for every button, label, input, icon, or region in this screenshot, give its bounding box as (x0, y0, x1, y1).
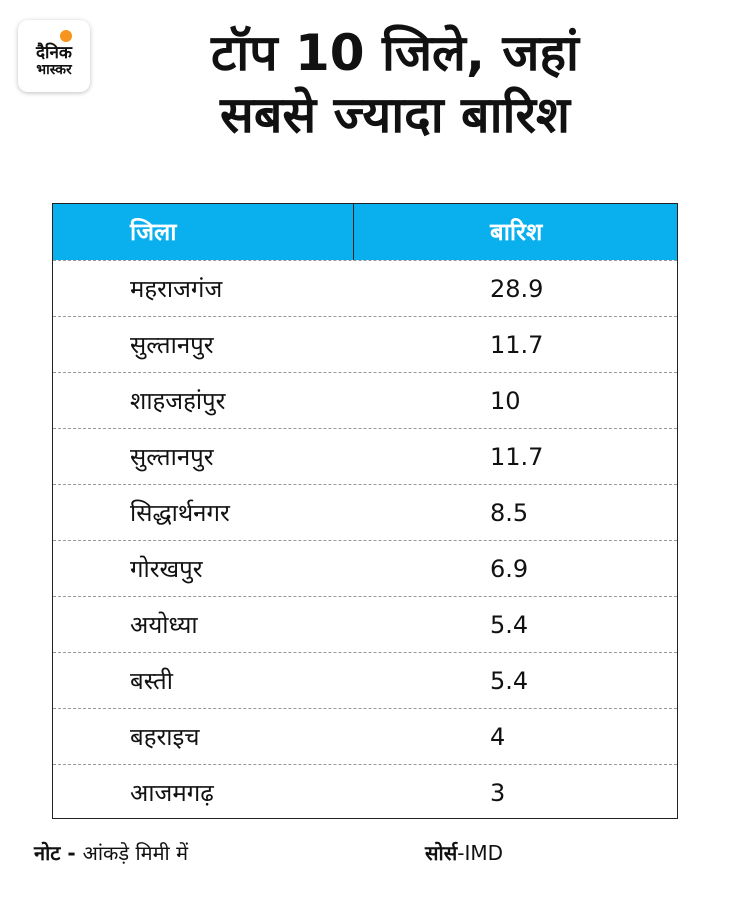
table-body: महराजगंज 28.9 सुल्तानपुर 11.7 शाहजहांपुर 10 सु… (53, 260, 677, 820)
page-title: टॉप 10 जिले, जहां सबसे ज्यादा बारिश (100, 22, 690, 146)
source-label: सोर्स (425, 841, 458, 865)
table-row: महराजगंज 28.9 (53, 260, 677, 316)
district-cell: गोरखपुर (130, 555, 203, 583)
header-district: जिला (53, 204, 354, 260)
rainfall-cell: 11.7 (490, 443, 544, 471)
rainfall-cell: 4 (490, 723, 506, 751)
dainik-bhaskar-logo: दैनिक भास्कर (18, 20, 90, 92)
footer-note: नोट - आंकड़े मिमी में (34, 838, 188, 868)
rainfall-cell: 6.9 (490, 555, 529, 583)
table-row: अयोध्या 5.4 (53, 596, 677, 652)
table-row: सिद्धार्थनगर 8.5 (53, 484, 677, 540)
district-cell: अयोध्या (130, 611, 198, 639)
rainfall-table: जिला बारिश महराजगंज 28.9 सुल्तानपुर 11.7 शाह… (52, 203, 678, 819)
table-row: शाहजहांपुर 10 (53, 372, 677, 428)
note-label: नोट - (34, 841, 83, 865)
table-row: गोरखपुर 6.9 (53, 540, 677, 596)
rainfall-cell: 10 (490, 387, 521, 415)
table-row: सुल्तानपुर 11.7 (53, 428, 677, 484)
title-line2: सबसे ज्यादा बारिश (220, 86, 570, 144)
footer-source: सोर्स-IMD (425, 838, 503, 868)
logo-text-line1: दैनिक (36, 43, 72, 63)
rainfall-cell: 8.5 (490, 499, 529, 527)
note-text: आंकड़े मिमी में (82, 841, 189, 865)
district-cell: सिद्धार्थनगर (130, 499, 230, 527)
rainfall-cell: 28.9 (490, 275, 544, 303)
district-cell: महराजगंज (130, 275, 223, 303)
title-line1: टॉप 10 जिले, जहां (211, 24, 579, 82)
district-cell: बस्ती (130, 667, 173, 695)
rainfall-cell: 5.4 (490, 667, 529, 695)
district-cell: सुल्तानपुर (130, 443, 214, 471)
table-row: आजमगढ़ 3 (53, 764, 677, 820)
district-cell: बहराइच (130, 723, 200, 751)
district-cell: शाहजहांपुर (130, 387, 226, 415)
rainfall-cell: 3 (490, 779, 506, 807)
rainfall-cell: 11.7 (490, 331, 544, 359)
table-header: जिला बारिश (53, 204, 677, 260)
logo-text-line2: भास्कर (36, 62, 72, 78)
table-row: बहराइच 4 (53, 708, 677, 764)
source-text: -IMD (457, 841, 504, 865)
table-row: बस्ती 5.4 (53, 652, 677, 708)
header-rainfall: बारिश (490, 218, 543, 246)
sun-icon (60, 30, 72, 42)
district-cell: सुल्तानपुर (130, 331, 214, 359)
district-cell: आजमगढ़ (130, 779, 214, 807)
table-row: सुल्तानपुर 11.7 (53, 316, 677, 372)
rainfall-cell: 5.4 (490, 611, 529, 639)
